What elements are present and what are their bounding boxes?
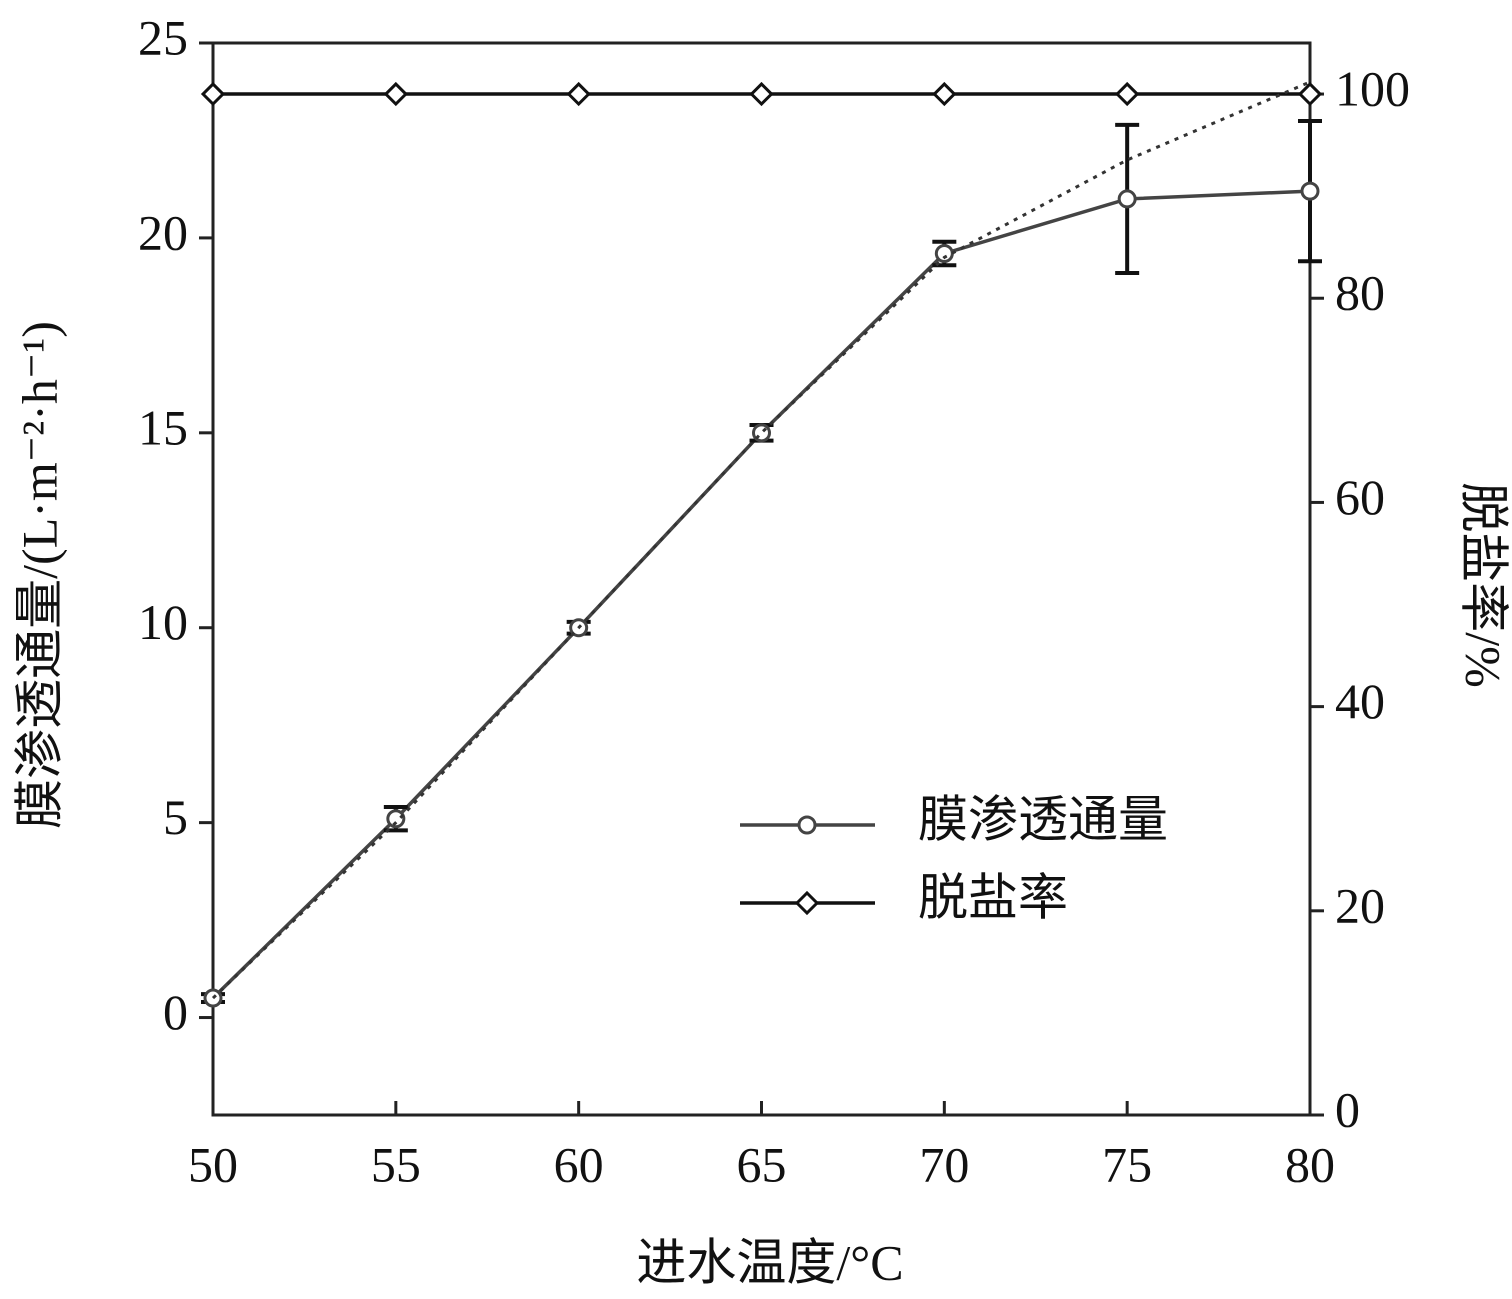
x-tick-label: 75 (1102, 1136, 1152, 1192)
y-tick-label: 0 (163, 984, 188, 1040)
x-tick-label: 60 (554, 1136, 604, 1192)
x-tick-label: 55 (371, 1136, 421, 1192)
y2-tick-label: 20 (1335, 877, 1385, 933)
x-tick-label: 65 (737, 1136, 787, 1192)
point (749, 81, 774, 107)
legend-label: 脱盐率 (918, 869, 1068, 925)
point (383, 81, 408, 107)
point (566, 81, 591, 107)
plot-frame (211, 41, 1312, 1117)
legend-label: 膜渗透通量 (918, 791, 1168, 847)
legend-marker (794, 890, 820, 916)
x-axis-label: 进水温度/°C (636, 1234, 903, 1290)
y-tick-label: 20 (138, 204, 188, 260)
y2-tick-label: 40 (1335, 673, 1385, 729)
y2-tick-label: 60 (1335, 469, 1385, 525)
point (1297, 81, 1323, 107)
y-tick-label: 15 (138, 399, 188, 455)
y2-tick-label: 80 (1335, 265, 1385, 321)
x-tick-label: 70 (919, 1136, 969, 1192)
y2-tick-label: 0 (1335, 1081, 1360, 1137)
x-tick-label: 80 (1285, 1136, 1335, 1192)
y-axis-label: 膜渗透通量/(L·m⁻²·h⁻¹) (11, 321, 67, 829)
point (1115, 81, 1140, 107)
trend-line (211, 80, 1311, 1000)
point (932, 81, 957, 107)
series-line (211, 189, 1311, 1000)
point (386, 809, 406, 829)
x-tick-label: 50 (188, 1136, 238, 1192)
legend-marker (797, 815, 817, 835)
y-tick-label: 5 (163, 789, 188, 845)
y2-tick-label: 100 (1335, 61, 1410, 117)
y2-axis-label: 脱盐率/% (1456, 482, 1512, 688)
point (1300, 181, 1320, 201)
point (200, 81, 226, 107)
y-tick-label: 25 (138, 9, 188, 65)
y-tick-label: 10 (138, 594, 188, 650)
point (752, 423, 771, 443)
point (1117, 189, 1137, 209)
